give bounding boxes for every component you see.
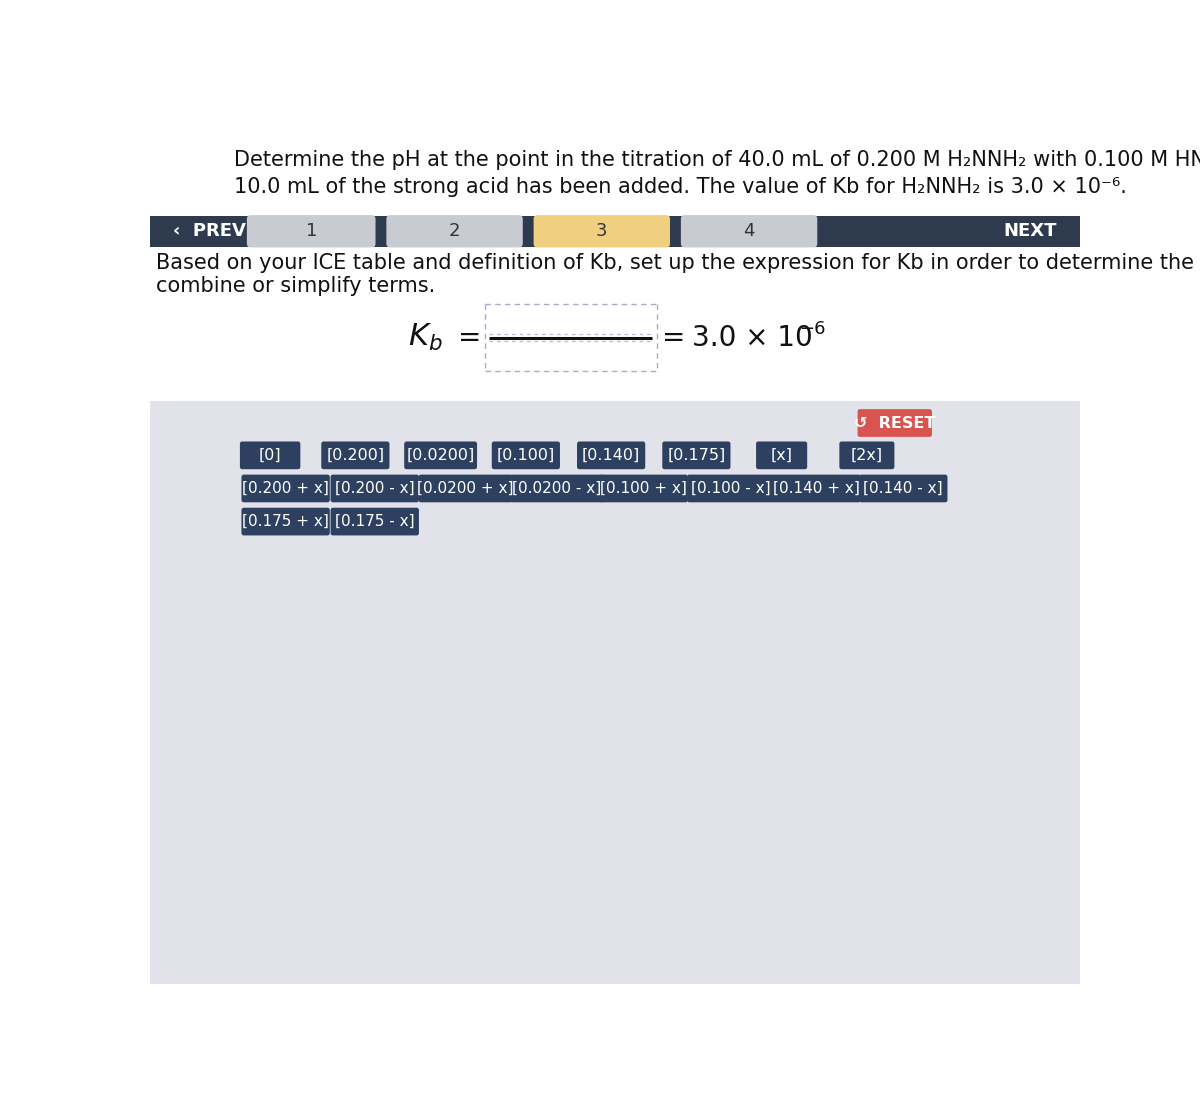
FancyBboxPatch shape	[839, 441, 894, 469]
Text: [0.175]: [0.175]	[667, 448, 726, 462]
FancyBboxPatch shape	[404, 441, 478, 469]
FancyBboxPatch shape	[330, 474, 419, 502]
FancyBboxPatch shape	[386, 215, 523, 248]
Text: [0.200 - x]: [0.200 - x]	[335, 481, 414, 495]
Text: NEXT: NEXT	[1003, 222, 1057, 240]
Text: [0.100 + x]: [0.100 + x]	[600, 481, 688, 495]
Text: 2: 2	[449, 222, 461, 240]
Bar	[150, 216, 1080, 247]
Text: [x]: [x]	[770, 448, 793, 462]
FancyBboxPatch shape	[680, 215, 817, 248]
Text: Based on your ICE table and definition of Kb, set up the expression for Kb in or: Based on your ICE table and definition o…	[156, 253, 1200, 273]
Text: [0.100 - x]: [0.100 - x]	[691, 481, 772, 495]
FancyBboxPatch shape	[492, 441, 560, 469]
Text: combine or simplify terms.: combine or simplify terms.	[156, 275, 436, 296]
Text: [0.175 - x]: [0.175 - x]	[335, 514, 414, 529]
FancyBboxPatch shape	[688, 474, 775, 502]
Text: =: =	[662, 324, 685, 352]
Text: [2x]: [2x]	[851, 448, 883, 462]
FancyBboxPatch shape	[773, 474, 860, 502]
FancyBboxPatch shape	[600, 474, 688, 502]
Text: [0.200]: [0.200]	[326, 448, 384, 462]
Text: [0]: [0]	[259, 448, 282, 462]
FancyBboxPatch shape	[419, 474, 512, 502]
Text: [0.175 + x]: [0.175 + x]	[242, 514, 329, 529]
FancyBboxPatch shape	[240, 441, 300, 469]
Text: [0.0200 - x]: [0.0200 - x]	[512, 481, 601, 495]
FancyBboxPatch shape	[534, 215, 670, 248]
Text: 10.0 mL of the strong acid has been added. The value of Kb for H₂NNH₂ is 3.0 × 1: 10.0 mL of the strong acid has been adde…	[234, 177, 1127, 197]
Text: 3.0 × 10: 3.0 × 10	[692, 324, 814, 352]
Bar	[150, 400, 1080, 984]
Text: [0.0200 + x]: [0.0200 + x]	[418, 481, 514, 495]
FancyBboxPatch shape	[756, 441, 808, 469]
Text: [0.140 + x]: [0.140 + x]	[773, 481, 860, 495]
Text: ↺  RESET: ↺ RESET	[854, 416, 936, 430]
Text: =: =	[458, 324, 481, 352]
Bar	[150, 133, 1080, 395]
Text: [0.100]: [0.100]	[497, 448, 554, 462]
Text: −6: −6	[799, 320, 826, 338]
Text: Determine the pH at the point in the titration of 40.0 mL of 0.200 M H₂NNH₂ with: Determine the pH at the point in the tit…	[234, 149, 1200, 169]
Text: [0.140 - x]: [0.140 - x]	[864, 481, 943, 495]
FancyBboxPatch shape	[859, 474, 948, 502]
FancyBboxPatch shape	[241, 508, 330, 535]
Text: ‹  PREV: ‹ PREV	[173, 222, 246, 240]
FancyBboxPatch shape	[510, 474, 604, 502]
Text: 3: 3	[596, 222, 607, 240]
Text: [0.0200]: [0.0200]	[407, 448, 475, 462]
Text: [0.200 + x]: [0.200 + x]	[242, 481, 329, 495]
Text: 4: 4	[743, 222, 755, 240]
FancyBboxPatch shape	[247, 215, 376, 248]
Text: 1: 1	[306, 222, 317, 240]
FancyBboxPatch shape	[241, 474, 330, 502]
FancyBboxPatch shape	[858, 409, 932, 437]
Text: $K_b$: $K_b$	[408, 322, 443, 353]
Text: [0.140]: [0.140]	[582, 448, 641, 462]
FancyBboxPatch shape	[662, 441, 731, 469]
FancyBboxPatch shape	[330, 508, 419, 535]
FancyBboxPatch shape	[577, 441, 646, 469]
FancyBboxPatch shape	[322, 441, 390, 469]
